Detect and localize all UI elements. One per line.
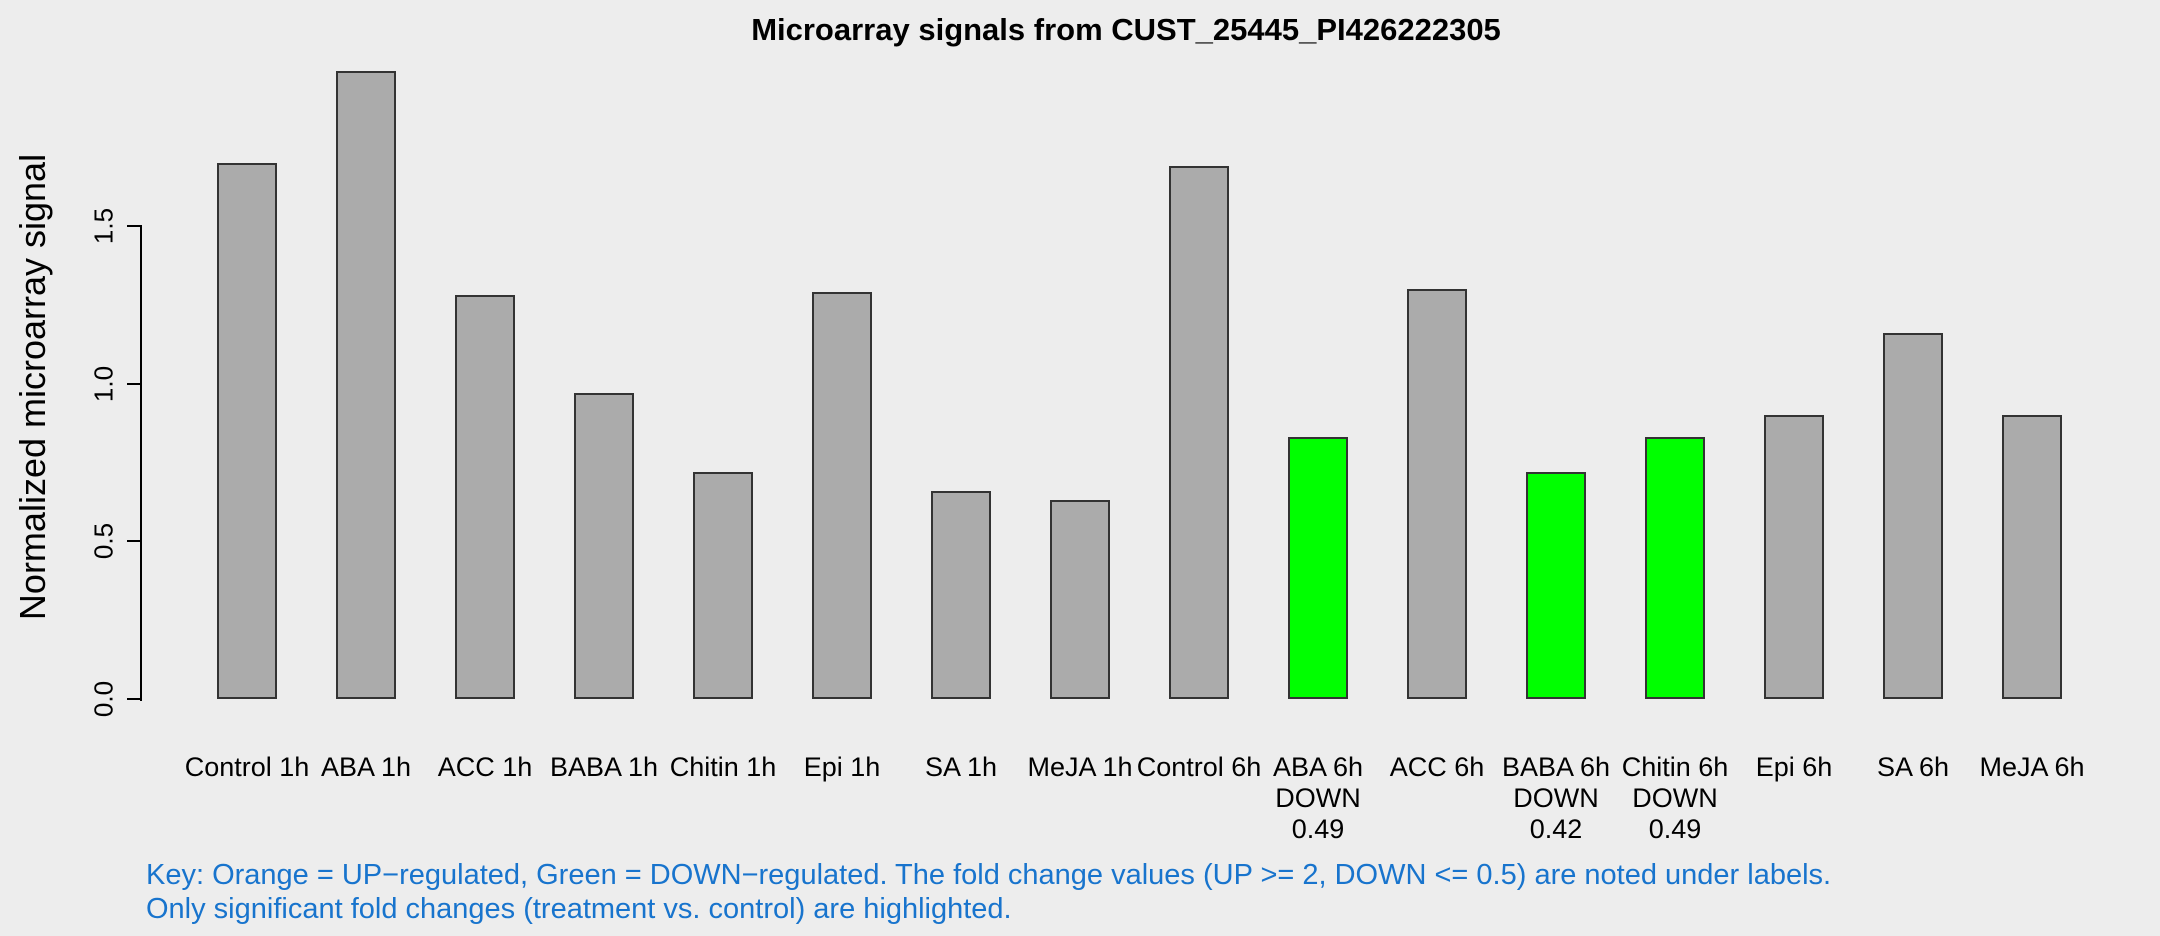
y-axis-label: Normalized microarray signal [12,153,53,621]
bar-epi-6h [1764,415,1824,699]
x-label-baba-6h-fold-change: 0.42 [1529,814,1583,844]
chart-title: Microarray signals from CUST_25445_PI426… [751,12,1501,47]
y-tick-mark-1.0 [127,382,141,385]
y-tick-label-0.5: 0.5 [88,523,119,560]
y-tick-mark-0.5 [127,540,141,543]
x-label-chitin-6h-fold-change: 0.49 [1648,814,1702,844]
x-label-baba-6h-direction: DOWN [1513,783,1599,813]
x-label-block-aba-6h: ABA 6h DOWN 0.49 [1233,752,1403,845]
x-label-aba-6h: ABA 6h [1272,752,1364,782]
x-label-block-sa-6h: SA 6h [1828,752,1998,783]
y-tick-mark-1.5 [127,224,141,227]
x-label-block-baba-6h: BABA 6h DOWN 0.42 [1471,752,1641,845]
x-label-block-epi-1h: Epi 1h [757,752,927,783]
bar-acc-1h [455,295,515,699]
y-tick-label-1.5: 1.5 [88,207,119,244]
x-label-block-epi-6h: Epi 6h [1709,752,1879,783]
x-label-block-meja-6h: MeJA 6h [1947,752,2117,783]
bar-chitin-6h [1645,437,1705,699]
y-tick-mark-0.0 [127,698,141,700]
x-label-block-chitin-6h: Chitin 6h DOWN 0.49 [1590,752,1760,845]
bar-meja-6h [2002,415,2062,699]
x-label-epi-6h: Epi 6h [1755,752,1833,782]
x-label-aba-1h: ABA 1h [320,752,412,782]
bar-meja-1h [1050,500,1110,699]
bar-aba-1h [336,71,396,699]
bar-control-1h [217,163,277,699]
bar-baba-1h [574,393,634,699]
key-line-1: Key: Orange = UP−regulated, Green = DOWN… [146,859,1832,891]
x-label-block-baba-1h: BABA 1h [519,752,689,783]
x-label-block-acc-6h: ACC 6h [1352,752,1522,783]
x-label-block-control-1h: Control 1h [162,752,332,783]
x-label-block-control-6h: Control 6h [1114,752,1284,783]
y-tick-label-0.0: 0.0 [88,680,119,718]
bar-sa-1h [931,491,991,699]
x-label-chitin-1h: Chitin 1h [669,752,777,782]
bar-baba-6h [1526,472,1586,699]
x-label-control-1h: Control 1h [184,752,310,782]
x-label-block-acc-1h: ACC 1h [400,752,570,783]
x-label-aba-6h-direction: DOWN [1275,783,1361,813]
x-label-chitin-6h: Chitin 6h [1621,752,1729,782]
x-label-acc-1h: ACC 1h [437,752,533,782]
bar-sa-6h [1883,333,1943,699]
bar-acc-6h [1407,289,1467,699]
x-label-acc-6h: ACC 6h [1389,752,1485,782]
x-label-meja-6h: MeJA 6h [1979,752,2085,782]
x-label-block-aba-1h: ABA 1h [281,752,451,783]
bar-epi-1h [812,292,872,699]
y-tick-label-1.0: 1.0 [88,365,119,402]
key-line-2: Only significant fold changes (treatment… [146,893,1012,925]
x-label-chitin-6h-direction: DOWN [1632,783,1718,813]
bar-aba-6h [1288,437,1348,699]
x-label-control-6h: Control 6h [1136,752,1262,782]
x-label-sa-1h: SA 1h [924,752,998,782]
bar-chitin-1h [693,472,753,699]
x-label-block-chitin-1h: Chitin 1h [638,752,808,783]
x-label-block-sa-1h: SA 1h [876,752,1046,783]
x-label-baba-1h: BABA 1h [549,752,659,782]
y-axis-line [140,225,142,701]
key-note: Key: Orange = UP−regulated, Green = DOWN… [146,858,1831,926]
x-label-sa-6h: SA 6h [1876,752,1950,782]
bar-control-6h [1169,166,1229,699]
x-label-block-meja-1h: MeJA 1h [995,752,1165,783]
x-label-baba-6h: BABA 6h [1501,752,1611,782]
x-label-aba-6h-fold-change: 0.49 [1291,814,1345,844]
x-label-epi-1h: Epi 1h [803,752,881,782]
x-label-meja-1h: MeJA 1h [1027,752,1133,782]
